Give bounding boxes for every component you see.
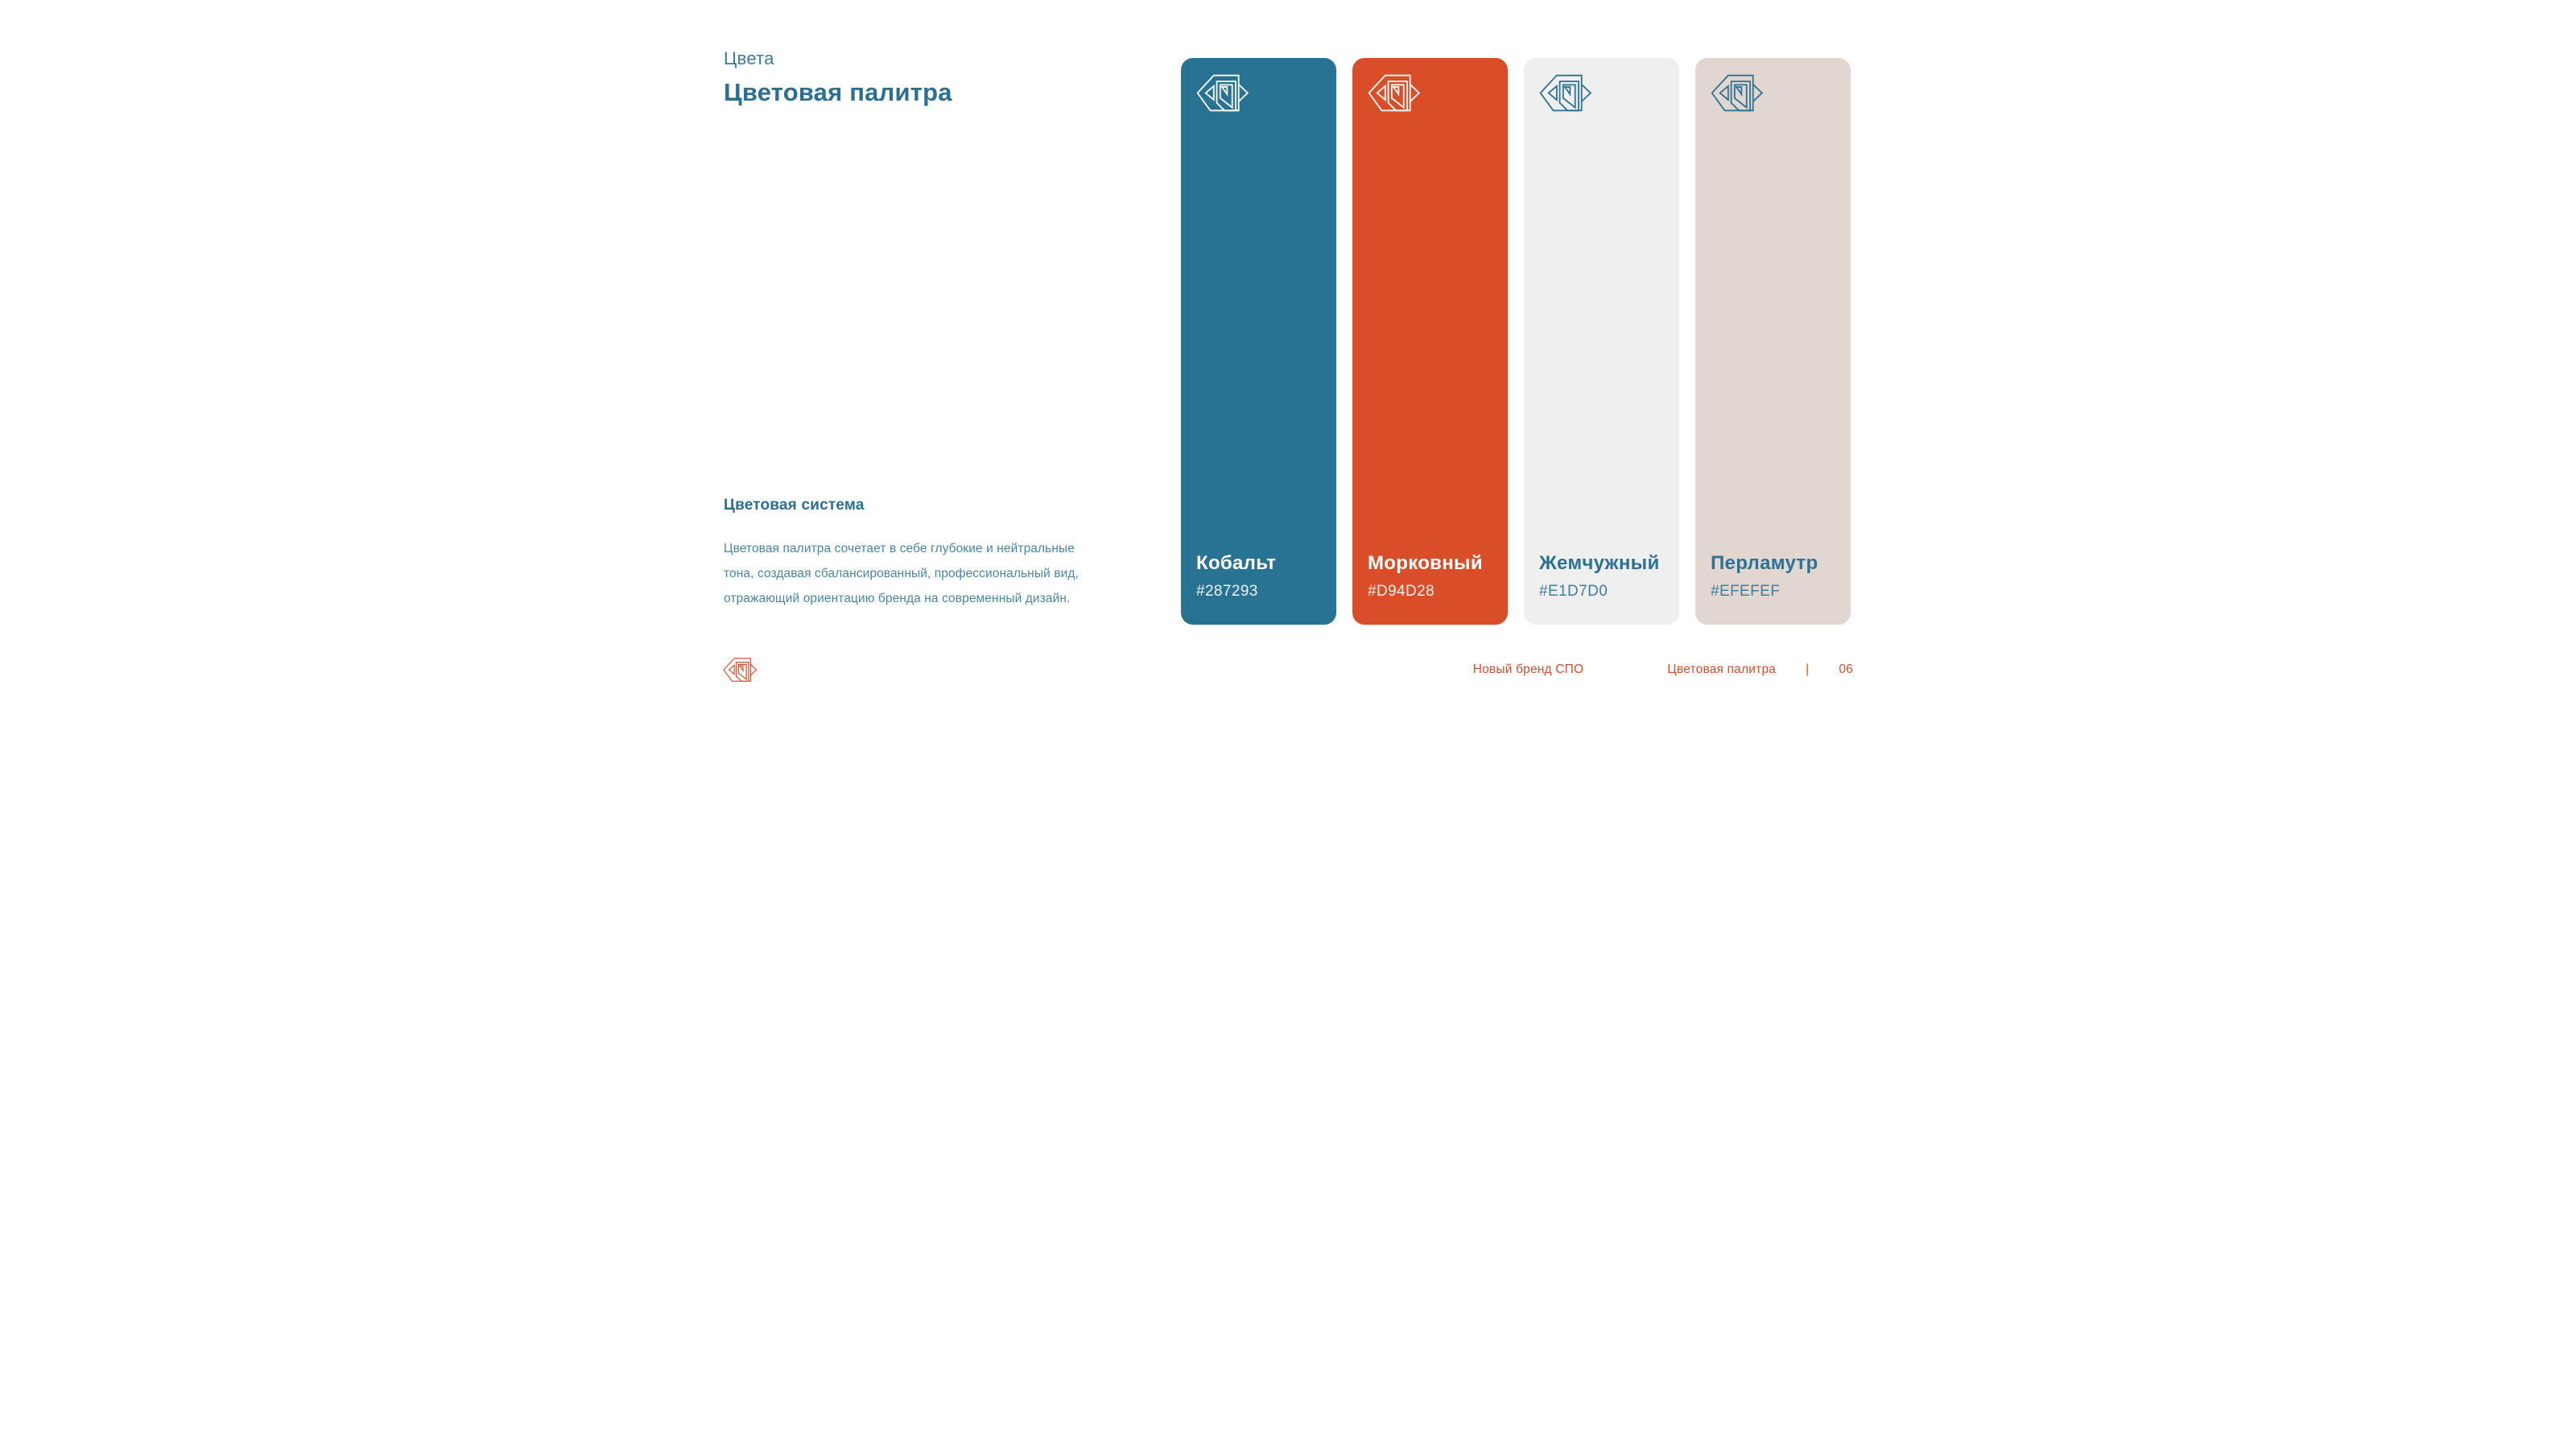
footer-meta: Новый бренд СПО Цветовая палитра | 06 [1473,663,1853,677]
color-hex-value: #D94D28 [1368,583,1435,600]
brand-logo-icon [1711,73,1764,113]
color-hex-value: #E1D7D0 [1539,583,1608,600]
footer-section-name: Цветовая палитра [1667,663,1777,676]
description-block: Цветовая система Цветовая палитра сочета… [724,497,1088,611]
color-palette-cards: Кобальт #287293 Морковный #D94D28 Жемчуж… [1181,58,1851,625]
color-card-cobalt: Кобальт #287293 [1181,58,1336,625]
color-card-pearl: Жемчужный #E1D7D0 [1524,58,1679,625]
color-name: Кобальт [1196,552,1277,574]
section-body-text: Цветовая палитра сочетает в себе глубоки… [724,542,1079,605]
card-label: Жемчужный #E1D7D0 [1539,552,1671,601]
footer-divider: | [1806,663,1810,676]
color-hex-value: #287293 [1196,583,1258,600]
slide-footer: Новый бренд СПО Цветовая палитра | 06 [723,654,1853,686]
card-label: Кобальт #287293 [1196,552,1328,601]
brand-logo-icon [723,657,758,683]
intro-block: Цвета Цветовая палитра [724,48,952,107]
color-card-nacre: Перламутр #EFEFEF [1695,58,1851,625]
section-heading: Цветовая система [724,497,865,514]
color-card-carrot: Морковный #D94D28 [1352,58,1508,625]
brand-logo-icon [1539,73,1592,113]
footer-brand-name: Новый бренд СПО [1472,663,1584,676]
eyebrow-label: Цвета [724,48,774,68]
color-name: Перламутр [1711,552,1818,574]
card-label: Морковный #D94D28 [1368,552,1500,601]
page-number: 06 [1839,663,1853,676]
page-title: Цветовая палитра [724,78,952,106]
card-label: Перламутр #EFEFEF [1711,552,1843,601]
color-name: Жемчужный [1539,552,1660,574]
color-hex-value: #EFEFEF [1711,583,1781,600]
brand-logo-icon [1196,73,1249,113]
brand-logo-icon [1368,73,1421,113]
brandbook-slide: Цвета Цветовая палитра Цветовая система … [644,0,1932,724]
color-name: Морковный [1368,552,1483,574]
